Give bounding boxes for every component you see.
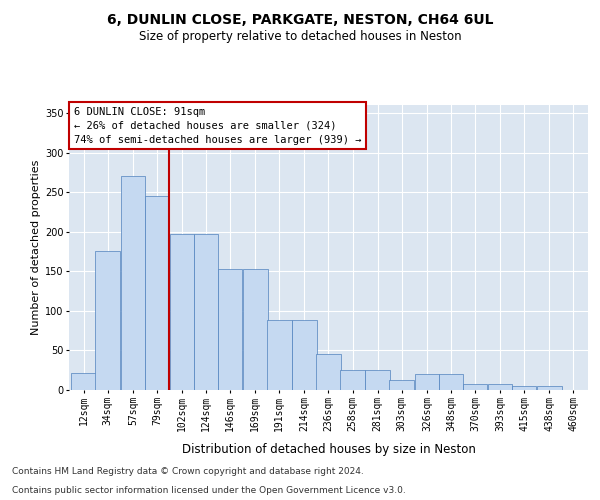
Text: 6 DUNLIN CLOSE: 91sqm
← 26% of detached houses are smaller (324)
74% of semi-det: 6 DUNLIN CLOSE: 91sqm ← 26% of detached …: [74, 106, 361, 144]
Bar: [95, 252, 120, 390]
Bar: [292, 320, 317, 390]
Bar: [71, 372, 96, 390]
Bar: [463, 384, 487, 390]
Bar: [170, 234, 194, 390]
Bar: [340, 370, 365, 390]
Text: Size of property relative to detached houses in Neston: Size of property relative to detached ho…: [139, 30, 461, 43]
Bar: [537, 386, 562, 390]
Text: Contains public sector information licensed under the Open Government Licence v3: Contains public sector information licen…: [12, 486, 406, 495]
Bar: [194, 234, 218, 390]
Bar: [218, 269, 242, 390]
Bar: [389, 380, 414, 390]
Text: 6, DUNLIN CLOSE, PARKGATE, NESTON, CH64 6UL: 6, DUNLIN CLOSE, PARKGATE, NESTON, CH64 …: [107, 12, 493, 26]
Bar: [439, 374, 463, 390]
Text: Contains HM Land Registry data © Crown copyright and database right 2024.: Contains HM Land Registry data © Crown c…: [12, 467, 364, 476]
Text: Distribution of detached houses by size in Neston: Distribution of detached houses by size …: [182, 442, 476, 456]
Bar: [488, 384, 512, 390]
Bar: [145, 196, 169, 390]
Bar: [243, 269, 268, 390]
Bar: [121, 176, 145, 390]
Y-axis label: Number of detached properties: Number of detached properties: [31, 160, 41, 335]
Bar: [512, 386, 536, 390]
Bar: [316, 354, 341, 390]
Bar: [267, 320, 292, 390]
Bar: [365, 370, 390, 390]
Bar: [415, 374, 439, 390]
